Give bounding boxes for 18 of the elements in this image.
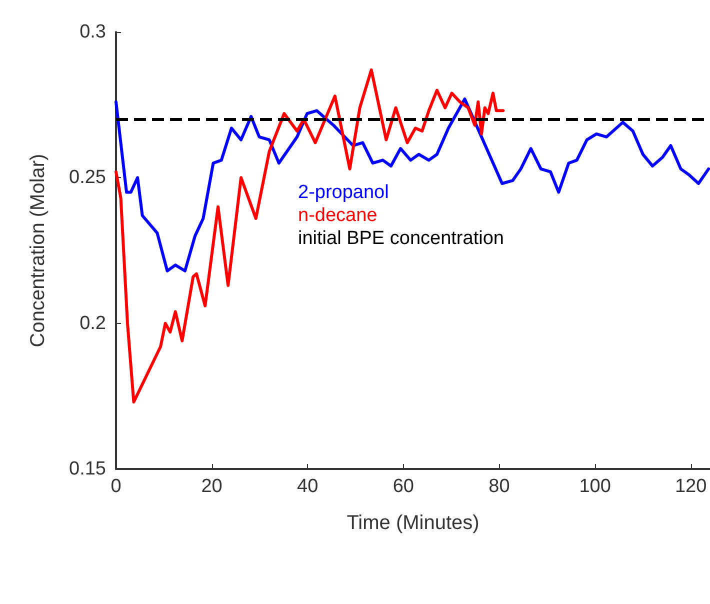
x-tick-label: 0 bbox=[110, 476, 122, 497]
line-series bbox=[114, 68, 505, 404]
y-axis-title: Concentration (Molar) bbox=[27, 154, 49, 348]
x-tick-label: 40 bbox=[297, 476, 318, 497]
text: n-decane bbox=[298, 205, 378, 226]
x-tick-label: 120 bbox=[674, 476, 707, 497]
y-tick-label: 0.3 bbox=[80, 22, 106, 42]
x-tick-label: 80 bbox=[488, 476, 510, 497]
ref-line-label: initial BPE concentration bbox=[298, 228, 504, 249]
x-axis-title: Time (Minutes) bbox=[346, 512, 480, 534]
line-series bbox=[114, 98, 710, 272]
y-tick-label: 0.15 bbox=[69, 458, 106, 480]
series-label: 2-propanol bbox=[298, 182, 389, 203]
x-tick-label: 60 bbox=[392, 476, 414, 497]
x-tick-label: 100 bbox=[579, 476, 611, 497]
x-tick-label: 20 bbox=[201, 476, 222, 497]
y-tick-label: 0.2 bbox=[80, 312, 106, 334]
y-tick-label: 0.25 bbox=[69, 167, 106, 188]
